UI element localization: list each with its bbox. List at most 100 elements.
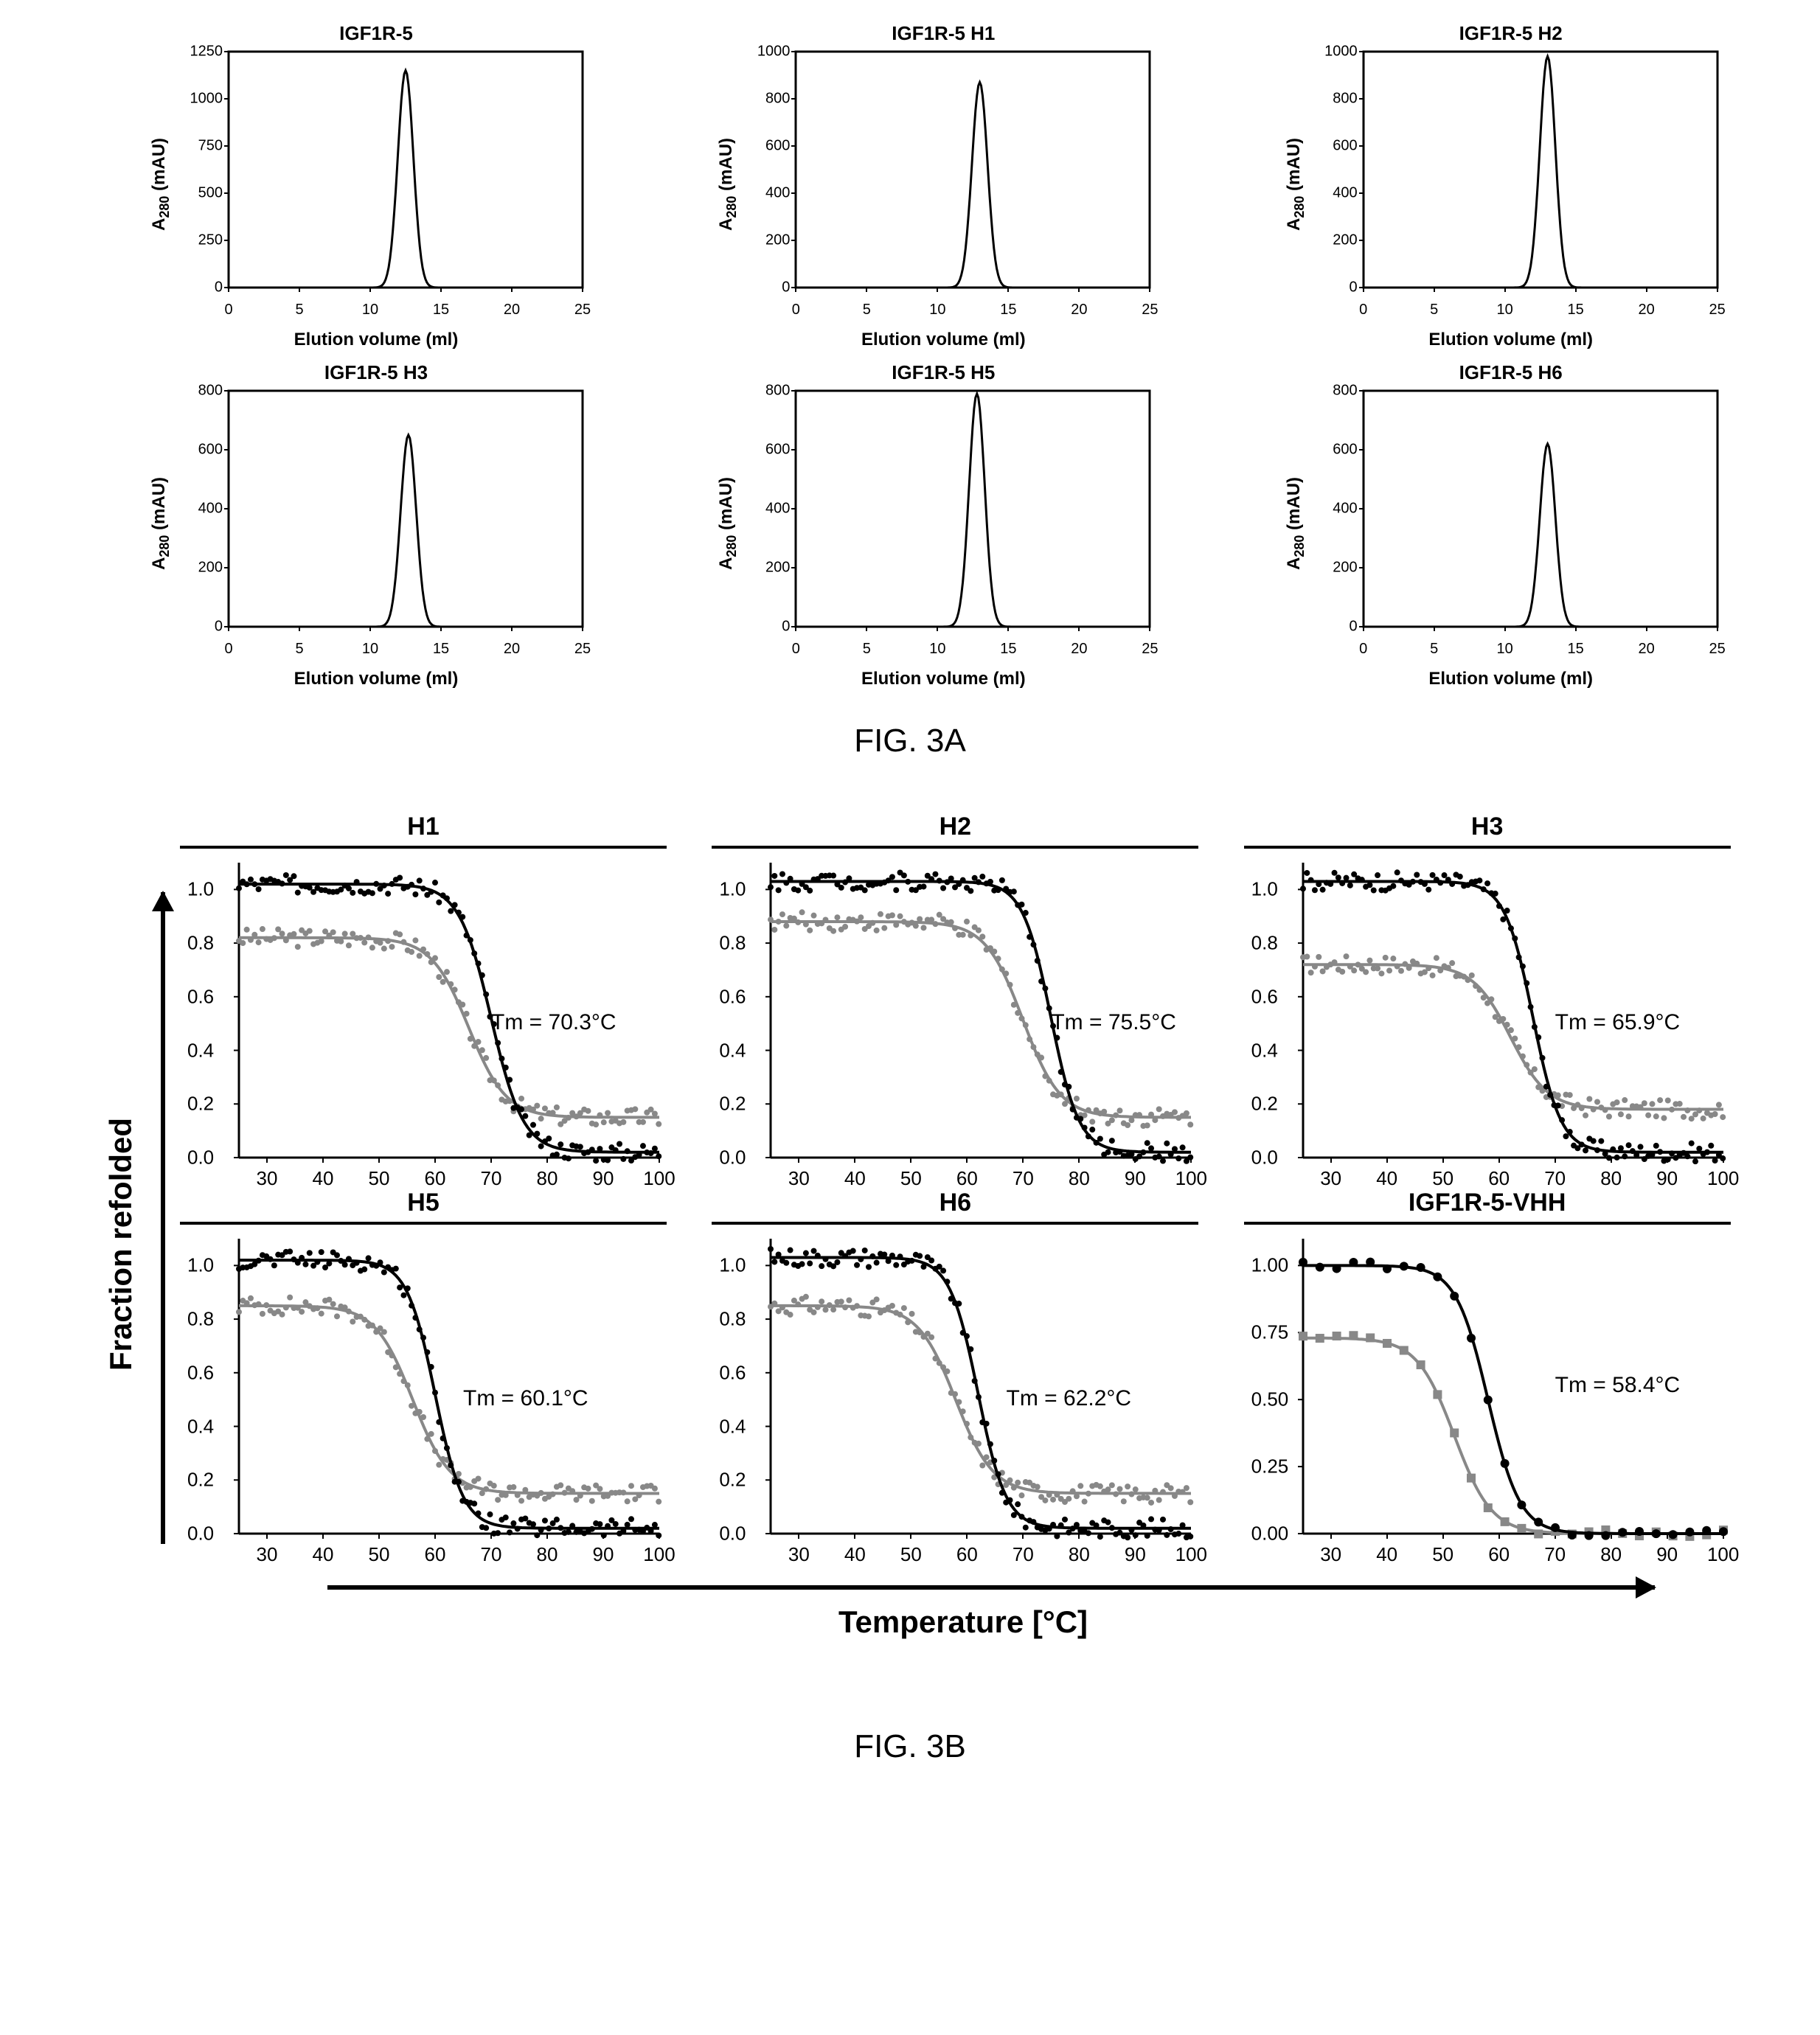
y-tick-label: 800 bbox=[178, 383, 223, 400]
y-tick-label: 0.6 bbox=[1251, 985, 1278, 1008]
y-tick-label: 250 bbox=[178, 232, 223, 249]
melt-panel: H2 0.00.20.40.60.81.030405060708090100 T… bbox=[712, 848, 1198, 1187]
chromatogram-panel: IGF1R-5 H5 02004006008000510152025 A280 … bbox=[729, 383, 1157, 664]
chromatogram-svg bbox=[1297, 383, 1725, 664]
y-tick-label: 0.4 bbox=[187, 1039, 214, 1062]
x-tick-label: 40 bbox=[844, 1543, 866, 1566]
y-tick-label: 800 bbox=[746, 91, 790, 108]
y-tick-label: 0.8 bbox=[187, 932, 214, 955]
x-tick-label: 70 bbox=[1544, 1543, 1566, 1566]
y-tick-label: 0 bbox=[1313, 619, 1358, 636]
x-tick-label: 40 bbox=[313, 1167, 334, 1190]
y-tick-label: 0 bbox=[746, 619, 790, 636]
x-tick-label: 80 bbox=[537, 1543, 558, 1566]
x-tick-label: 60 bbox=[1488, 1543, 1510, 1566]
x-tick-label: 30 bbox=[1320, 1543, 1341, 1566]
y-tick-label: 0.6 bbox=[187, 1361, 214, 1384]
chromatogram-svg bbox=[729, 383, 1157, 664]
x-tick-label: 80 bbox=[1600, 1167, 1622, 1190]
y-tick-label: 600 bbox=[746, 138, 790, 155]
x-tick-label: 5 bbox=[1430, 641, 1438, 658]
panel-ylabel: A280 (mAU) bbox=[716, 138, 740, 231]
tm-annotation: Tm = 65.9°C bbox=[1555, 1010, 1681, 1035]
y-tick-label: 200 bbox=[1313, 232, 1358, 249]
x-tick-label: 70 bbox=[1544, 1167, 1566, 1190]
chromatogram-svg bbox=[1297, 44, 1725, 324]
x-tick-label: 50 bbox=[369, 1543, 390, 1566]
melt-panel: H6 0.00.20.40.60.81.030405060708090100 T… bbox=[712, 1224, 1198, 1563]
chromatogram-panel: IGF1R-5 0250500750100012500510152025 A28… bbox=[162, 44, 590, 324]
y-tick-label: 600 bbox=[178, 442, 223, 459]
tm-annotation: Tm = 58.4°C bbox=[1555, 1373, 1681, 1398]
panel-header: H2 bbox=[712, 813, 1198, 849]
x-tick-label: 70 bbox=[1013, 1543, 1034, 1566]
figure-3b-ylabel: Fraction refolded bbox=[74, 848, 153, 1640]
y-tick-label: 750 bbox=[178, 138, 223, 155]
panel-title: IGF1R-5 H2 bbox=[1297, 22, 1725, 45]
panel-header: IGF1R-5-VHH bbox=[1244, 1189, 1731, 1225]
x-tick-label: 15 bbox=[433, 302, 449, 319]
x-tick-label: 25 bbox=[1709, 641, 1726, 658]
panel-title: IGF1R-5 H6 bbox=[1297, 361, 1725, 384]
y-tick-label: 0.0 bbox=[1251, 1147, 1278, 1169]
figure-3a-grid: IGF1R-5 0250500750100012500510152025 A28… bbox=[162, 44, 1732, 664]
y-tick-label: 0.2 bbox=[187, 1093, 214, 1116]
x-tick-label: 20 bbox=[1071, 641, 1087, 658]
x-tick-label: 15 bbox=[1568, 302, 1584, 319]
y-tick-label: 400 bbox=[746, 501, 790, 518]
x-tick-label: 60 bbox=[425, 1543, 446, 1566]
figure-3a-caption: FIG. 3A bbox=[0, 723, 1820, 759]
x-tick-label: 0 bbox=[792, 302, 800, 319]
chromatogram-panel: IGF1R-5 H2 020040060080010000510152025 A… bbox=[1297, 44, 1725, 324]
y-tick-label: 0.8 bbox=[719, 1308, 746, 1331]
y-tick-label: 0.6 bbox=[719, 1361, 746, 1384]
x-tick-label: 0 bbox=[792, 641, 800, 658]
x-tick-label: 0 bbox=[224, 641, 232, 658]
figure-3a: IGF1R-5 0250500750100012500510152025 A28… bbox=[0, 0, 1820, 678]
y-tick-label: 0.6 bbox=[187, 985, 214, 1008]
x-tick-label: 50 bbox=[900, 1167, 922, 1190]
panel-ylabel: A280 (mAU) bbox=[1284, 138, 1307, 231]
x-tick-label: 25 bbox=[574, 302, 591, 319]
y-tick-label: 400 bbox=[1313, 185, 1358, 202]
figure-3b-x-arrow bbox=[327, 1585, 1655, 1590]
x-tick-label: 90 bbox=[1656, 1543, 1678, 1566]
x-tick-label: 30 bbox=[788, 1543, 810, 1566]
x-tick-label: 20 bbox=[1071, 302, 1087, 319]
y-tick-label: 0.6 bbox=[719, 985, 746, 1008]
y-tick-label: 0.4 bbox=[187, 1415, 214, 1438]
y-tick-label: 0.8 bbox=[187, 1308, 214, 1331]
panel-title: IGF1R-5 H1 bbox=[729, 22, 1157, 45]
panel-header: H5 bbox=[180, 1189, 667, 1225]
x-tick-label: 100 bbox=[1175, 1167, 1207, 1190]
y-tick-label: 0.8 bbox=[1251, 932, 1278, 955]
x-tick-label: 10 bbox=[929, 302, 945, 319]
x-tick-label: 25 bbox=[1142, 302, 1158, 319]
y-tick-label: 800 bbox=[1313, 383, 1358, 400]
figure-3b-y-arrow bbox=[161, 892, 165, 1544]
melt-panel: H3 0.00.20.40.60.81.030405060708090100 T… bbox=[1244, 848, 1731, 1187]
x-tick-label: 50 bbox=[1432, 1543, 1453, 1566]
y-tick-label: 0.75 bbox=[1251, 1321, 1289, 1344]
x-tick-label: 50 bbox=[369, 1167, 390, 1190]
tm-annotation: Tm = 62.2°C bbox=[1007, 1386, 1132, 1411]
figure-3b-caption: FIG. 3B bbox=[0, 1728, 1820, 1765]
x-tick-label: 40 bbox=[1376, 1543, 1397, 1566]
x-tick-label: 5 bbox=[1430, 302, 1438, 319]
x-tick-label: 25 bbox=[1142, 641, 1158, 658]
tm-annotation: Tm = 60.1°C bbox=[463, 1386, 588, 1411]
y-tick-label: 400 bbox=[1313, 501, 1358, 518]
x-tick-label: 80 bbox=[1069, 1167, 1090, 1190]
chromatogram-panel: IGF1R-5 H6 02004006008000510152025 A280 … bbox=[1297, 383, 1725, 664]
x-tick-label: 90 bbox=[1125, 1543, 1146, 1566]
x-tick-label: 90 bbox=[593, 1543, 614, 1566]
x-tick-label: 10 bbox=[1497, 641, 1513, 658]
x-tick-label: 20 bbox=[1639, 302, 1655, 319]
panel-header: H1 bbox=[180, 813, 667, 849]
y-tick-label: 1000 bbox=[746, 44, 790, 60]
panel-title: IGF1R-5 H3 bbox=[162, 361, 590, 384]
y-tick-label: 600 bbox=[1313, 138, 1358, 155]
y-tick-label: 1.0 bbox=[719, 878, 746, 901]
y-tick-label: 800 bbox=[1313, 91, 1358, 108]
tm-annotation: Tm = 70.3°C bbox=[491, 1010, 616, 1035]
